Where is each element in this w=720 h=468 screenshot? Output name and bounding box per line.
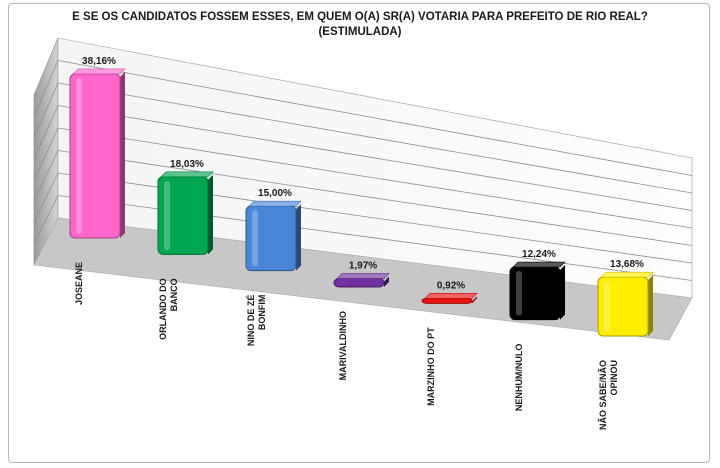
category-label-line: MARZINHO DO PT [426,327,436,406]
data-label: 38,16% [82,56,116,67]
bar-top [512,261,566,268]
data-label: 15,00% [258,188,292,199]
bar-highlight [516,271,522,316]
data-label: 1,97% [349,261,377,272]
category-label: MARIVALDINHO [338,311,348,380]
category-label-line: NINO DE ZÉ [246,295,256,347]
data-label: 0,92% [437,280,465,291]
bar-1 [69,68,126,239]
bar-highlight [252,210,258,267]
category-label-line: BANCO [169,278,179,311]
category-label: NÃO SABE/NÃOOPINOU [598,360,619,430]
bar-top [424,293,478,299]
category-label-line: NENHUM/NULO [514,344,524,412]
gridline-side [33,105,59,159]
category-label-line: BONFIM [257,295,267,331]
gridline-side [33,127,59,181]
bar-top [248,200,302,207]
bar-highlight [164,180,170,251]
category-label: NINO DE ZÉBONFIM [246,295,267,347]
bar-6 [509,261,566,321]
category-label-line: NÃO SABE/NÃO [598,360,608,430]
category-label-line: ORLANDO DO [158,278,168,340]
gridline-side [33,82,59,138]
chart-title: E SE OS CANDIDATOS FOSSEM ESSES, EM QUEM… [0,10,720,40]
data-label: 18,03% [170,159,204,170]
gridline-side [33,195,59,244]
bar-side [384,276,389,287]
bar-side [296,204,301,271]
bar-highlight [604,281,610,332]
chart-subtitle: (ESTIMULADA) [318,26,402,38]
bar-7 [597,271,654,337]
data-label: 13,68% [610,259,644,270]
bar-5 [421,293,478,304]
gridline-side [33,60,59,117]
bar-side [120,71,125,238]
category-label-line: JOSEANE [74,262,84,305]
bar-side [208,174,213,255]
gridline [57,60,693,176]
bar-front [421,297,473,304]
gridline [57,105,693,211]
category-label: JOSEANE [74,262,84,305]
bar-top [160,171,214,178]
category-label-line: OPINOU [609,360,619,396]
category-label: NENHUM/NULO [514,344,524,412]
bar-side [560,265,565,320]
bar-4 [333,273,390,288]
gridline [57,82,693,194]
gridline-side [33,172,59,223]
bar-side [472,296,477,304]
gridline-side [33,150,59,202]
bar-top [336,273,390,279]
gridline [57,150,693,246]
bar-top [72,68,126,75]
bar-2 [157,171,214,255]
bar-3 [245,200,302,272]
category-label-line: MARIVALDINHO [338,311,348,380]
category-label: ORLANDO DOBANCO [158,278,179,340]
data-label: 12,24% [522,249,556,260]
bar-side [648,275,653,336]
bar-top [600,271,654,278]
chart-title-text: E SE OS CANDIDATOS FOSSEM ESSES, EM QUEM… [72,11,648,23]
category-label: MARZINHO DO PT [426,327,436,406]
bar-highlight [76,77,82,234]
gridline [57,127,693,229]
